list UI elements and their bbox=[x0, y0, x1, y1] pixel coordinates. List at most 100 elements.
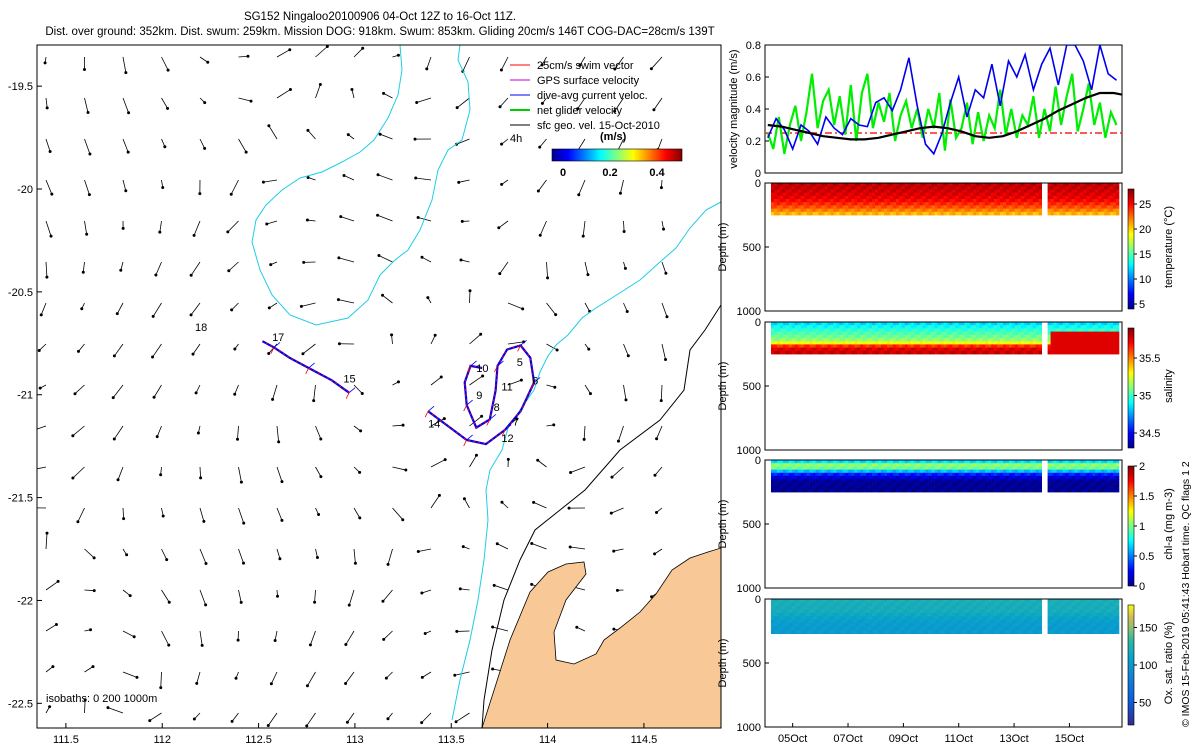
profile-cell bbox=[1032, 476, 1037, 480]
profile-cell bbox=[985, 189, 989, 193]
profile-cell bbox=[985, 466, 989, 470]
profile-cell bbox=[839, 488, 843, 493]
profile-cell bbox=[776, 476, 781, 480]
profile-cell bbox=[1017, 466, 1022, 470]
profile-cell bbox=[875, 325, 879, 329]
colorbar-tick-label: 20 bbox=[1139, 224, 1151, 236]
profile-cell bbox=[785, 199, 790, 203]
profile-cell bbox=[928, 192, 932, 197]
profile-cell bbox=[788, 199, 793, 203]
profile-cell bbox=[890, 189, 894, 193]
geo-arrow bbox=[460, 588, 470, 591]
profile-cell bbox=[1038, 331, 1042, 336]
geo-arrow-head bbox=[416, 550, 420, 554]
profile-cell bbox=[952, 485, 956, 490]
profile-cell bbox=[1020, 469, 1025, 474]
profile-cell bbox=[892, 630, 897, 634]
profile-cell bbox=[898, 630, 903, 634]
profile-cell bbox=[1092, 208, 1096, 213]
profile-cell bbox=[788, 609, 793, 614]
profile-cell bbox=[833, 460, 837, 464]
profile-cell bbox=[1113, 472, 1117, 477]
profile-cell bbox=[1092, 189, 1096, 193]
profile-cell bbox=[973, 482, 977, 486]
profile-cell bbox=[907, 322, 912, 326]
profile-cell bbox=[949, 344, 953, 348]
day-label: 10 bbox=[476, 363, 488, 375]
geo-arrow bbox=[623, 343, 629, 356]
profile-cell bbox=[913, 183, 918, 187]
geo-arrow-head bbox=[612, 549, 616, 553]
profile-cell bbox=[937, 619, 941, 624]
geo-arrow bbox=[546, 302, 556, 315]
profile-cell bbox=[994, 469, 998, 474]
profile-cell bbox=[776, 344, 781, 348]
profile-cell bbox=[916, 609, 920, 614]
geo-arrow bbox=[343, 175, 355, 181]
profile-cell bbox=[979, 202, 983, 206]
profile-cell bbox=[1074, 199, 1078, 203]
profile-cell bbox=[919, 612, 923, 617]
profile-cell bbox=[1038, 469, 1042, 474]
profile-cell bbox=[1071, 322, 1075, 326]
profile-cell bbox=[815, 485, 819, 490]
profile-cell bbox=[922, 331, 926, 336]
profile-cell bbox=[1077, 211, 1081, 216]
profile-cell bbox=[967, 612, 971, 617]
profile-cell bbox=[1050, 328, 1054, 332]
profile-cell bbox=[1065, 205, 1069, 209]
profile-cell bbox=[916, 183, 920, 187]
profile-cell bbox=[964, 479, 968, 483]
profile-cell bbox=[809, 616, 813, 621]
profile-cell bbox=[794, 626, 799, 631]
profile-cell bbox=[788, 205, 793, 209]
profile-cell bbox=[922, 485, 926, 490]
profile-cell bbox=[1080, 350, 1084, 355]
profile-cell bbox=[1083, 186, 1087, 190]
profile-cell bbox=[1003, 619, 1007, 624]
profile-cell bbox=[830, 199, 834, 203]
profile-cell bbox=[1000, 463, 1004, 467]
geo-arrow bbox=[84, 97, 89, 113]
profile-cell bbox=[985, 208, 989, 213]
profile-cell bbox=[913, 347, 918, 352]
profile-cell bbox=[922, 460, 926, 464]
geo-arrow-head bbox=[381, 599, 385, 603]
profile-cell bbox=[791, 616, 796, 621]
profile-cell bbox=[1110, 479, 1114, 483]
profile-cell bbox=[851, 479, 855, 483]
profile-cell bbox=[830, 605, 834, 610]
geo-arrow-head bbox=[536, 189, 540, 193]
profile-cell bbox=[815, 612, 819, 617]
geo-arrow bbox=[579, 56, 586, 66]
profile-cell bbox=[988, 605, 992, 610]
profile-cell bbox=[854, 466, 858, 470]
profile-cell bbox=[1053, 476, 1057, 480]
profile-cell bbox=[964, 328, 968, 332]
profile-cell bbox=[1065, 338, 1069, 342]
profile-cell bbox=[878, 347, 882, 352]
profile-cell bbox=[934, 609, 938, 614]
profile-cell bbox=[830, 482, 834, 486]
profile-cell bbox=[809, 482, 813, 486]
profile-cell bbox=[806, 331, 810, 336]
profile-cell bbox=[836, 609, 840, 614]
profile-cell bbox=[791, 328, 796, 332]
profile-cell bbox=[1074, 347, 1078, 352]
profile-cell bbox=[1083, 472, 1087, 477]
profile-cell bbox=[866, 338, 870, 342]
profile-cell bbox=[928, 463, 932, 467]
profile-cell bbox=[1107, 482, 1111, 486]
profile-cell bbox=[949, 466, 953, 470]
profile-cell bbox=[830, 476, 834, 480]
profile-cell bbox=[887, 328, 891, 332]
profile-cell bbox=[809, 476, 813, 480]
profile-cell bbox=[988, 469, 992, 474]
profile-cell bbox=[782, 211, 787, 216]
profile-cell bbox=[773, 325, 778, 329]
isobaths-label: isobaths: 0 200 1000m bbox=[46, 693, 157, 705]
profile-cell bbox=[1026, 488, 1031, 493]
profile-ytick-label: 1000 bbox=[737, 445, 761, 457]
profile-cell bbox=[779, 189, 784, 193]
profile-cell bbox=[931, 202, 935, 206]
